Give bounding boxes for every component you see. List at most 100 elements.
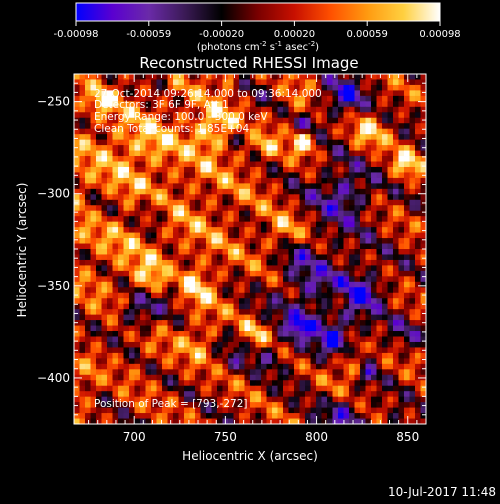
heatmap-cell <box>261 177 267 184</box>
heatmap-cell <box>404 79 410 86</box>
heatmap-cell <box>332 238 339 244</box>
heatmap-cell <box>217 402 223 408</box>
heatmap-cell <box>74 287 80 294</box>
heatmap-cell <box>277 413 284 419</box>
heatmap-cell <box>382 139 388 146</box>
heatmap-cell <box>206 413 212 419</box>
heatmap-cell <box>272 90 278 97</box>
heatmap-cell <box>354 352 361 359</box>
heatmap-cell <box>85 227 91 233</box>
heatmap-cell <box>118 232 124 239</box>
heatmap-cell <box>283 238 289 244</box>
heatmap-cell <box>393 249 399 255</box>
heatmap-cell <box>222 221 229 228</box>
heatmap-cell <box>266 303 273 310</box>
heatmap-cell <box>151 150 157 157</box>
heatmap-cell <box>222 254 229 261</box>
heatmap-cell <box>277 128 284 135</box>
colorbar-tick-label: 0.00098 <box>419 29 460 40</box>
heatmap-cell <box>255 292 262 299</box>
heatmap-cell <box>360 303 366 310</box>
heatmap-cell <box>371 238 377 244</box>
heatmap-cell <box>189 363 196 370</box>
heatmap-cell <box>134 232 141 239</box>
heatmap-cell <box>233 227 240 233</box>
heatmap-cell <box>343 418 350 425</box>
heatmap-cell <box>415 396 421 403</box>
heatmap-cell <box>151 161 157 168</box>
heatmap-cell <box>294 265 300 272</box>
heatmap-cell <box>321 128 328 135</box>
heatmap-cell <box>195 325 201 332</box>
heatmap-cell <box>338 374 344 381</box>
heatmap-cell <box>261 298 267 305</box>
heatmap-cell <box>283 249 289 255</box>
heatmap-cell <box>261 101 267 108</box>
heatmap-cell <box>305 112 311 119</box>
heatmap-cell <box>145 385 152 392</box>
heatmap-cell <box>151 232 157 239</box>
heatmap-cell <box>151 391 157 398</box>
heatmap-cell <box>343 363 350 370</box>
heatmap-cell <box>261 309 267 316</box>
heatmap-cell <box>327 413 333 419</box>
heatmap-cell <box>211 112 218 119</box>
heatmap-cell <box>134 172 141 179</box>
heatmap-cell <box>277 145 284 151</box>
heatmap-cell <box>140 79 146 86</box>
heatmap-cell <box>195 117 201 124</box>
heatmap-cell <box>343 166 350 173</box>
heatmap-cell <box>404 358 410 365</box>
heatmap-cell <box>321 238 328 244</box>
heatmap-cell <box>184 249 190 255</box>
heatmap-cell <box>244 238 251 244</box>
heatmap-cell <box>145 216 152 223</box>
heatmap-cell <box>140 369 146 376</box>
heatmap-cell <box>371 292 377 299</box>
heatmap-cell <box>167 407 174 414</box>
heatmap-cell <box>233 95 240 102</box>
heatmap-cell <box>211 145 218 151</box>
heatmap-cell <box>228 418 234 425</box>
heatmap-cell <box>178 188 185 195</box>
heatmap-cell <box>239 232 245 239</box>
heatmap-cell <box>288 90 295 97</box>
heatmap-cell <box>217 270 223 277</box>
heatmap-cell <box>222 352 229 359</box>
heatmap-cell <box>162 249 168 255</box>
heatmap-cell <box>332 249 339 255</box>
heatmap-cell <box>107 259 113 266</box>
heatmap-cell <box>211 265 218 272</box>
heatmap-cell <box>393 314 399 321</box>
heatmap-cell <box>167 243 174 250</box>
heatmap-cell <box>140 84 146 91</box>
heatmap-cell <box>239 139 245 146</box>
heatmap-cell <box>376 270 383 277</box>
heatmap-cell <box>376 123 383 130</box>
heatmap-cell <box>129 106 135 113</box>
heatmap-cell <box>420 194 427 201</box>
heatmap-cell <box>173 292 179 299</box>
heatmap-cell <box>305 309 311 316</box>
heatmap-cell <box>140 172 146 179</box>
heatmap-cell <box>206 128 212 135</box>
heatmap-cell <box>305 166 311 173</box>
heatmap-cell <box>101 396 108 403</box>
heatmap-cell <box>283 369 289 376</box>
heatmap-cell <box>310 292 317 299</box>
heatmap-cell <box>123 221 130 228</box>
heatmap-cell <box>184 79 190 86</box>
heatmap-cell <box>173 139 179 146</box>
heatmap-cell <box>118 413 124 419</box>
heatmap-cell <box>184 232 190 239</box>
heatmap-cell <box>118 336 124 343</box>
heatmap-cell <box>415 150 421 157</box>
heatmap-cell <box>332 106 339 113</box>
heatmap-cell <box>327 259 333 266</box>
heatmap-cell <box>343 402 350 408</box>
heatmap-cell <box>233 188 240 195</box>
heatmap-cell <box>101 374 108 381</box>
heatmap-cell <box>156 123 163 130</box>
heatmap-cell <box>305 156 311 162</box>
heatmap-cell <box>266 402 273 408</box>
